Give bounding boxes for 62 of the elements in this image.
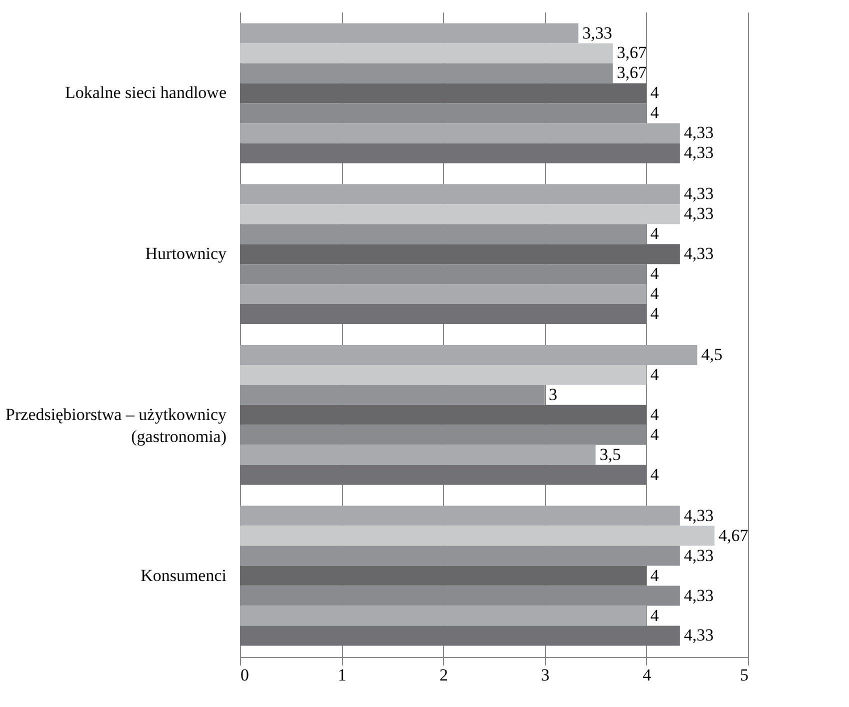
y-tick-label: Lokalne sieci handlowe [65,83,226,102]
x-tick-label: 1 [338,666,346,684]
x-tick-label: 3 [541,666,550,684]
data-label: 4,33 [684,626,714,645]
data-label: 4,33 [684,204,714,224]
x-tick-label: 2 [439,666,448,684]
x-tick-label: 4 [642,666,652,684]
bar [240,404,646,425]
bar [240,384,545,405]
data-label: 4,33 [684,244,714,264]
data-label: 4,33 [684,546,714,565]
data-label: 4,33 [684,586,714,605]
y-tick-label: Przedsiębiorstwa – użytkownicy (gastronomia) [6,404,227,446]
bar [240,43,613,64]
bar [240,224,646,244]
bar [240,506,680,526]
data-label: 4 [650,264,660,284]
data-label: 3 [548,384,558,404]
bar [240,546,680,566]
bar [240,526,714,546]
data-label: 4 [650,606,660,625]
bar [240,204,680,224]
bar [240,184,680,204]
data-label: 3,67 [616,43,648,62]
data-label: 3,5 [600,444,621,464]
data-label: 4,33 [684,123,714,142]
bar [240,464,646,485]
data-label: 4,33 [684,143,714,162]
data-label: 4 [650,566,660,585]
bar [240,83,646,104]
bar [240,284,646,304]
data-label: 4 [650,284,660,304]
bar [240,566,646,586]
y-tick-label: Konsumenci [140,566,227,585]
data-label: 4 [650,224,660,244]
bar [240,444,596,465]
bar [240,63,613,84]
data-label: 4 [650,103,660,122]
bar [240,23,578,44]
bar [240,143,680,164]
bar [240,123,680,144]
bar [240,626,680,646]
data-label: 4,67 [718,526,749,545]
bar [240,344,698,365]
bar [240,304,646,324]
bar [240,244,680,264]
bar [240,364,646,385]
data-label: 4 [650,464,660,484]
bar [240,606,646,626]
data-label: 4 [650,304,660,324]
x-tick-label: 0 [240,666,249,684]
y-tick-label: Hurtownicy [145,244,227,264]
data-label: 4,33 [684,506,714,525]
data-label: 4,5 [701,344,722,364]
data-label: 4,33 [684,184,714,204]
data-label: 4 [650,364,660,384]
data-label: 4 [650,424,660,444]
data-label: 3,33 [582,23,612,42]
data-label: 4 [650,404,660,424]
x-tick-label: 5 [740,666,748,684]
data-label: 3,67 [616,63,648,82]
data-label: 4 [650,83,660,102]
